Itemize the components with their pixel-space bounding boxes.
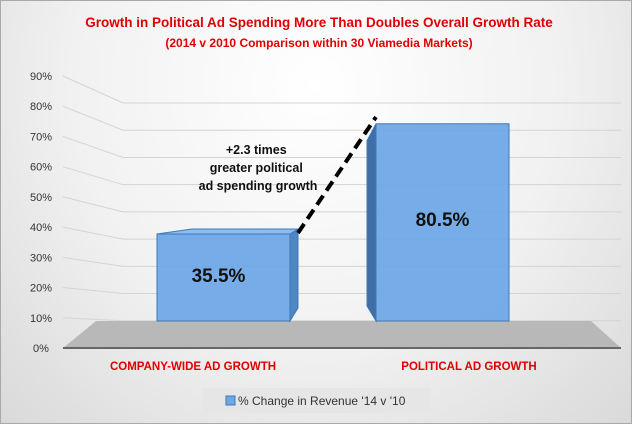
gridline <box>62 196 621 213</box>
y-tick-label: 10% <box>30 313 52 325</box>
category-label-company: COMPANY-WIDE AD GROWTH <box>110 361 276 373</box>
chart-title: Growth in Political Ad Spending More Tha… <box>85 15 553 30</box>
gridline <box>62 135 621 158</box>
gridline <box>62 226 621 240</box>
data-label: 35.5% <box>192 266 246 287</box>
data-label: 80.5% <box>416 210 470 231</box>
y-tick-label: 0% <box>33 343 49 355</box>
gridline <box>62 75 621 104</box>
y-tick-label: 30% <box>30 252 52 264</box>
gridline <box>62 105 621 131</box>
bar-side <box>366 123 377 323</box>
comparison-dashed-line <box>296 115 378 235</box>
y-tick-label: 20% <box>30 283 52 295</box>
bar-side <box>289 228 299 323</box>
y-tick-label: 90% <box>30 71 52 83</box>
gridline <box>62 317 621 322</box>
bar-top <box>156 228 300 235</box>
y-tick-label: 40% <box>30 222 52 234</box>
chart-subtitle: (2014 v 2010 Comparison within 30 Viamed… <box>165 36 472 50</box>
y-tick-label: 70% <box>30 131 52 143</box>
gridline <box>62 256 621 267</box>
y-tick-label: 60% <box>30 162 52 174</box>
bar <box>156 233 291 322</box>
legend-swatch <box>225 395 236 406</box>
category-label-political: POLITICAL AD GROWTH <box>401 361 536 373</box>
gridline <box>62 287 621 295</box>
bar <box>375 123 510 322</box>
annotation-text: +2.3 times greater political ad spending… <box>199 143 318 193</box>
legend: % Change in Revenue '14 v '10 <box>203 388 431 413</box>
y-tick-label: 80% <box>30 101 52 113</box>
legend-label: % Change in Revenue '14 v '10 <box>238 394 406 408</box>
floor <box>63 321 621 348</box>
y-tick-label: 50% <box>30 192 52 204</box>
